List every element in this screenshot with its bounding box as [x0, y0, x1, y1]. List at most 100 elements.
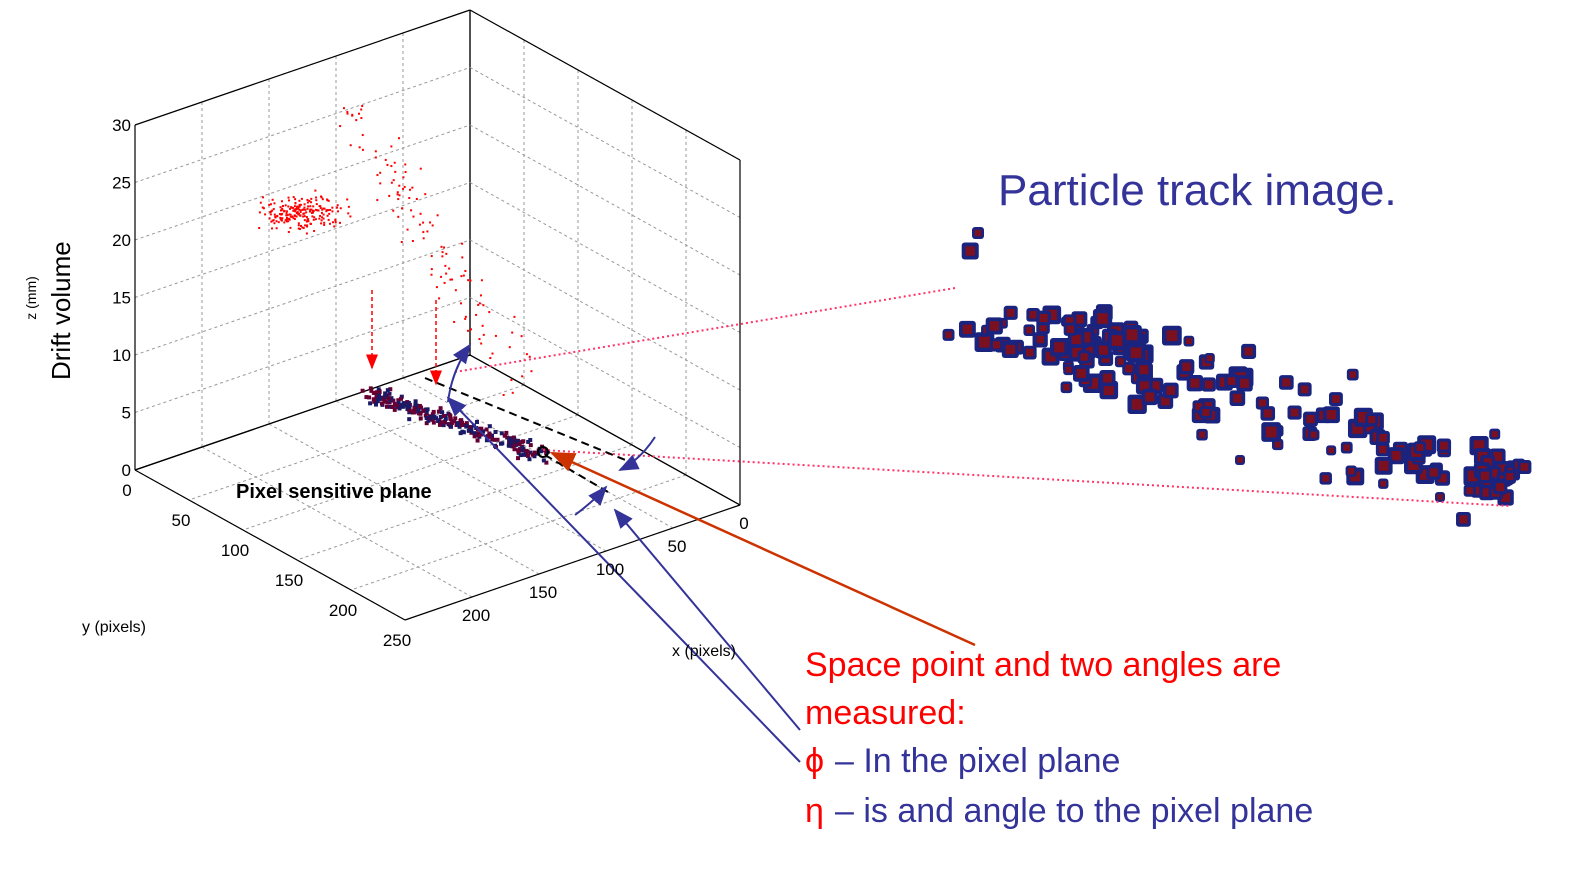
drift-point — [315, 218, 317, 220]
pixel-core — [1244, 347, 1252, 355]
drift-point — [284, 210, 286, 212]
track-pixel — [412, 410, 416, 414]
pixel-core — [1282, 378, 1290, 386]
drift-point — [392, 210, 394, 212]
drift-point — [315, 199, 317, 201]
drift-point — [408, 197, 410, 199]
drift-point — [412, 216, 414, 218]
drift-point — [328, 213, 330, 215]
pixel-core — [1182, 363, 1190, 371]
y-tick-label: 250 — [383, 631, 411, 650]
drift-point — [311, 215, 313, 217]
pixel-core — [1199, 432, 1205, 438]
drift-point — [477, 304, 479, 306]
z-tick-label: 10 — [112, 346, 131, 365]
drift-point — [448, 268, 450, 270]
drift-point — [272, 199, 274, 201]
drift-point — [455, 289, 457, 291]
track-pixel — [521, 439, 525, 443]
track-pixel — [531, 453, 535, 457]
drift-point — [407, 229, 409, 231]
drift-point — [313, 219, 315, 221]
drift-point — [298, 228, 300, 230]
drift-point — [290, 206, 292, 208]
zoom-line — [543, 450, 1510, 506]
track-pixel — [512, 447, 516, 451]
drift-point — [268, 204, 270, 206]
pixel-core — [1430, 468, 1438, 476]
drift-point — [360, 109, 362, 111]
drift-point — [432, 224, 434, 226]
pixel-core — [1266, 427, 1277, 438]
grid-line — [135, 125, 470, 240]
drift-point — [328, 219, 330, 221]
drift-point — [422, 222, 424, 224]
drift-point — [453, 321, 455, 323]
drift-point — [296, 212, 298, 214]
drift-point — [346, 198, 348, 200]
y-tick-label: 200 — [329, 601, 357, 620]
drift-point — [359, 146, 361, 148]
drift-point — [489, 357, 491, 359]
track-pixel — [386, 388, 390, 392]
y-axis-label: y (pixels) — [82, 619, 146, 636]
drift-point — [329, 209, 331, 211]
drift-point — [271, 210, 273, 212]
drift-point — [423, 237, 425, 239]
pixel-core — [966, 246, 975, 255]
track-pixel — [448, 413, 452, 417]
pixel-core — [1368, 416, 1375, 423]
pixel-core — [1311, 432, 1317, 438]
drift-point — [320, 195, 322, 197]
drift-point — [314, 190, 316, 192]
drift-point — [258, 227, 260, 229]
pixel-core — [1379, 434, 1387, 442]
drift-point — [513, 316, 515, 318]
pixel-core — [1379, 461, 1389, 471]
slide: Particle track image. Drift volume z (mm… — [0, 0, 1588, 869]
drift-point — [437, 214, 439, 216]
drift-point — [480, 294, 482, 296]
drift-point — [401, 241, 403, 243]
drift-point — [259, 211, 261, 213]
drift-point — [483, 334, 485, 336]
drift-point — [398, 185, 400, 187]
drift-point — [323, 218, 325, 220]
drift-point — [335, 221, 337, 223]
drift-point — [304, 215, 306, 217]
grid-line — [470, 298, 740, 448]
drift-point — [310, 201, 312, 203]
pixel-core — [1275, 441, 1281, 447]
track-pixel — [399, 397, 403, 401]
track-pixel — [503, 434, 507, 438]
drift-label: Drift volume — [46, 241, 76, 380]
drift-point — [362, 149, 364, 151]
track-pixel — [472, 431, 476, 435]
drift-point — [397, 198, 399, 200]
drift-point — [294, 198, 296, 200]
y-tick-label: 100 — [221, 541, 249, 560]
drift-point — [304, 209, 306, 211]
pixel-core — [1259, 399, 1266, 406]
track-pixel — [413, 407, 417, 411]
track-pixel — [521, 446, 525, 450]
x-tick-label: 200 — [462, 606, 490, 625]
axis-line — [470, 10, 740, 160]
drift-point — [530, 370, 532, 372]
pixel-core — [1103, 374, 1112, 383]
drift-point — [402, 188, 404, 190]
track-pixel — [361, 389, 365, 393]
track-pixel — [407, 401, 411, 405]
drift-point — [410, 209, 412, 211]
drift-point — [307, 202, 309, 204]
title: Particle track image. — [998, 166, 1397, 215]
pixel-core — [1521, 463, 1529, 471]
pixel-core — [979, 337, 990, 348]
drift-point — [279, 217, 281, 219]
drift-point — [336, 207, 338, 209]
pixel-core — [1167, 386, 1176, 395]
pixel-core — [1066, 367, 1072, 373]
drift-point — [390, 165, 392, 167]
drift-point — [461, 256, 463, 258]
pixel-core — [1112, 335, 1123, 346]
